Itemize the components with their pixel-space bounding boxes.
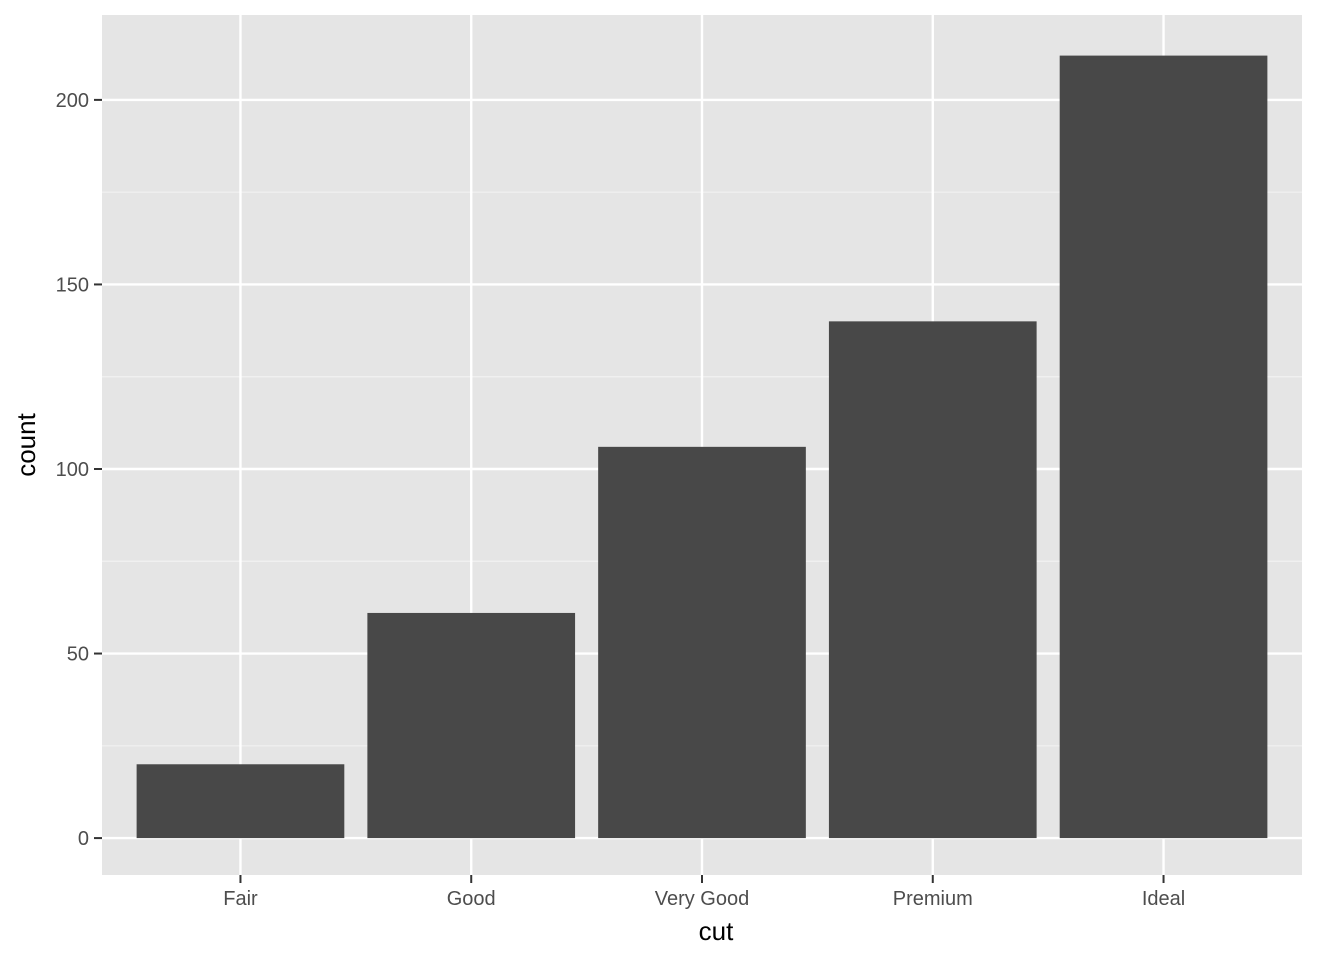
y-tick-label: 200	[56, 90, 89, 112]
bar-fair	[136, 764, 345, 839]
y-tick-label: 0	[78, 828, 89, 850]
y-axis: 0 50 100 150 200	[56, 90, 102, 850]
bar-good	[367, 612, 576, 839]
bar-premium	[828, 321, 1037, 839]
x-tick-label: Premium	[893, 888, 973, 910]
y-tick-label: 150	[56, 274, 89, 296]
y-tick-label: 100	[56, 459, 89, 481]
x-tick-label: Fair	[223, 888, 258, 910]
x-tick-label: Very Good	[655, 888, 750, 910]
bar-very-good	[598, 446, 806, 839]
x-axis: Fair Good Very Good Premium Ideal	[223, 875, 1185, 910]
x-tick-label: Ideal	[1142, 888, 1185, 910]
bars	[136, 55, 1268, 839]
x-axis-title: cut	[699, 916, 734, 946]
y-tick-label: 50	[67, 644, 89, 666]
bar-ideal	[1059, 55, 1268, 839]
x-tick-label: Good	[447, 888, 496, 910]
y-axis-title: count	[11, 412, 41, 476]
